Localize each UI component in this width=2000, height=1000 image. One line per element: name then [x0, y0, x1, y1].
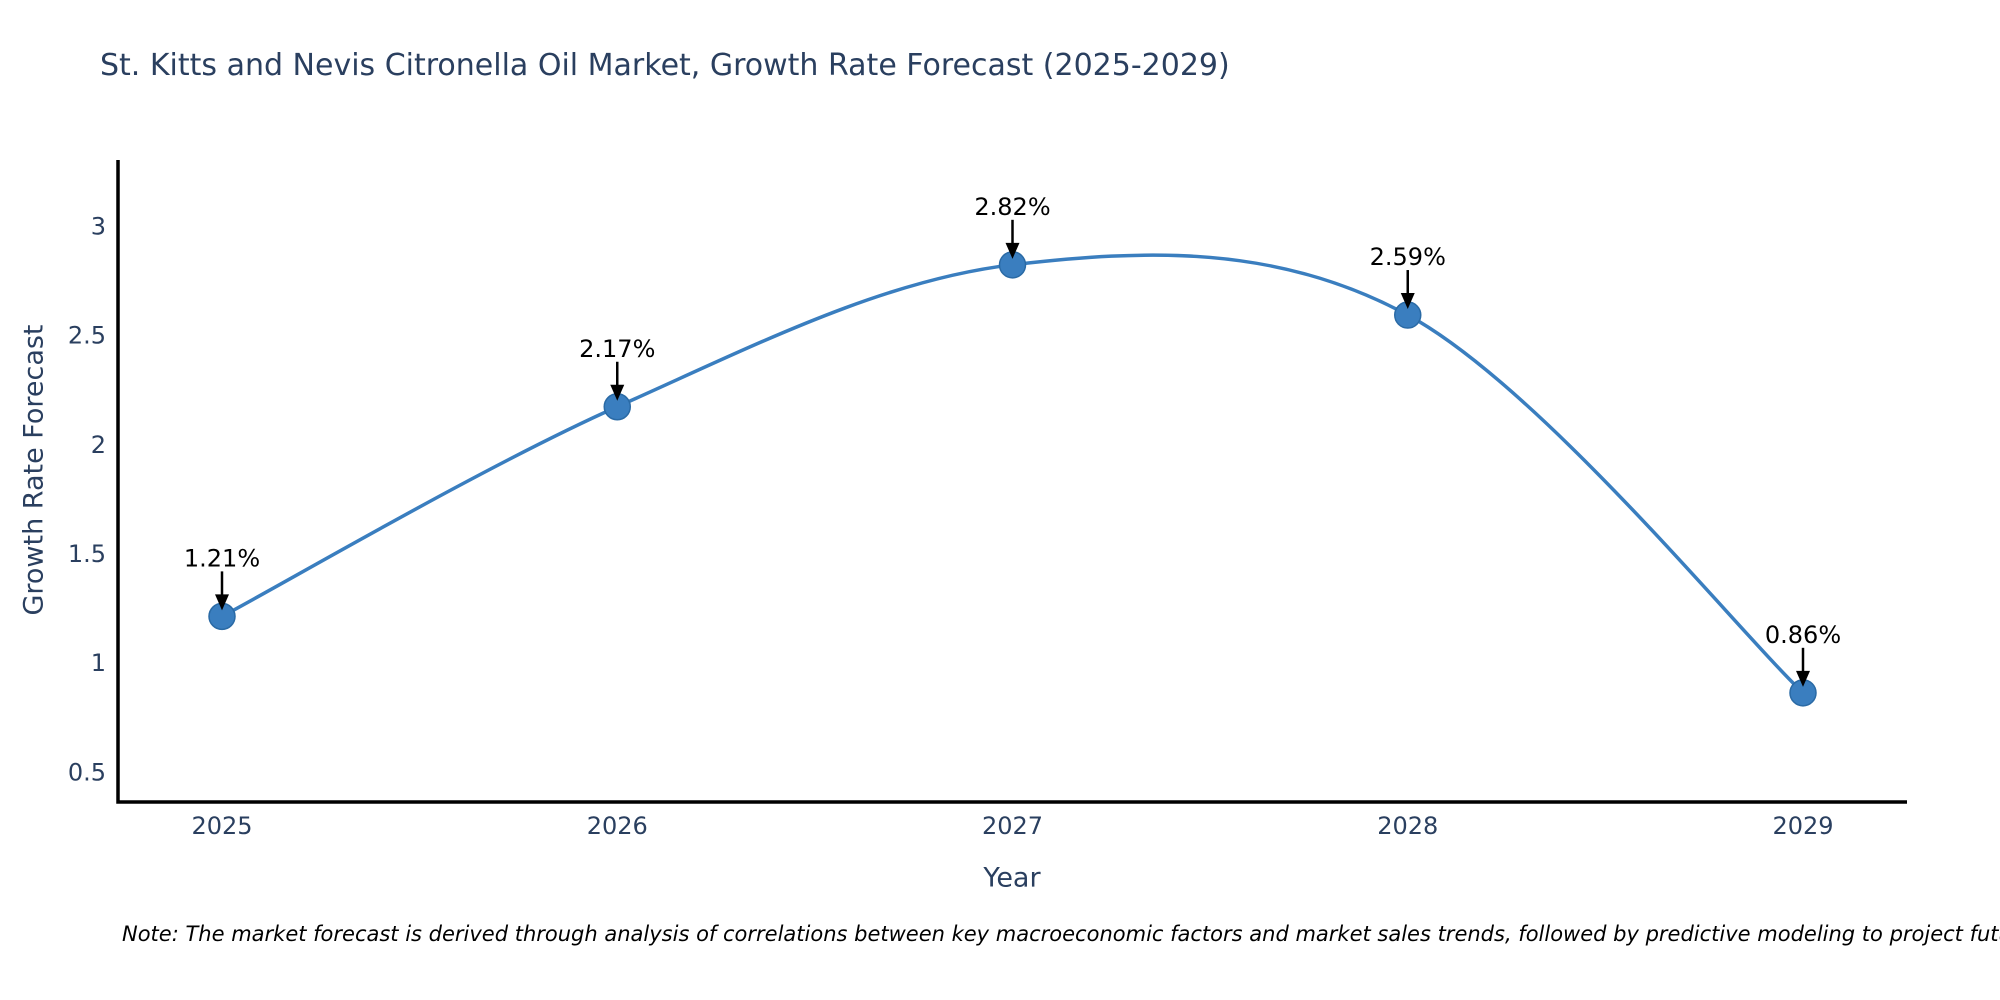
x-tick-label: 2027 — [982, 812, 1043, 840]
annotation-label: 1.21% — [184, 544, 260, 572]
x-tick-label: 2029 — [1772, 812, 1833, 840]
y-tick-label: 1 — [91, 649, 106, 677]
y-tick-label: 2 — [91, 431, 106, 459]
chart-title: St. Kitts and Nevis Citronella Oil Marke… — [100, 48, 1230, 83]
annotation-label: 2.82% — [974, 193, 1050, 221]
annotation-arrowhead — [1796, 670, 1810, 687]
x-tick-label: 2028 — [1377, 812, 1438, 840]
annotation-arrowhead — [610, 384, 625, 401]
x-tick-label: 2026 — [587, 812, 648, 840]
annotation-arrowhead — [1400, 293, 1415, 310]
y-tick-label: 0.5 — [68, 758, 106, 786]
trend-line — [221, 253, 1805, 695]
y-tick-label: 3 — [91, 213, 106, 241]
axis-spines — [116, 160, 1907, 804]
annotation-arrowhead — [1005, 242, 1020, 259]
annotation-label: 0.86% — [1765, 621, 1841, 649]
x-tick-label: 2025 — [191, 812, 252, 840]
annotation-label: 2.59% — [1370, 243, 1446, 271]
y-tick-label: 1.5 — [68, 540, 106, 568]
y-tick-label: 2.5 — [68, 322, 106, 350]
footnote: Note: The market forecast is derived thr… — [122, 922, 2000, 946]
annotation-label: 2.17% — [579, 335, 655, 363]
x-axis-title: Year — [983, 862, 1041, 894]
annotation-arrowhead — [215, 594, 229, 611]
